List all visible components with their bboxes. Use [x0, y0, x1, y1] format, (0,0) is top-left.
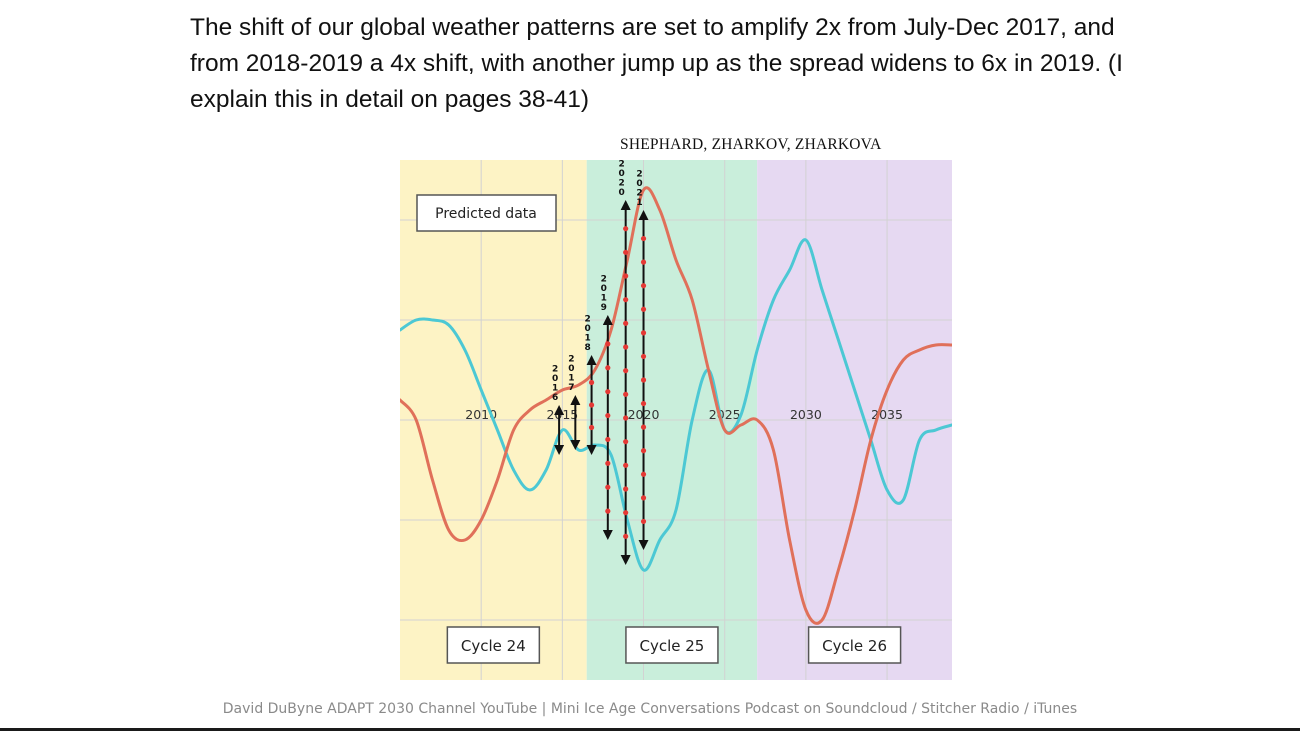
x-tick-label-2: 2015 — [546, 407, 578, 422]
cycle-label-box-1 — [446, 626, 541, 664]
spread-label-digit: 6 — [552, 393, 558, 403]
spread-dot — [640, 400, 647, 407]
spread-dot — [623, 439, 629, 445]
spread-label-digit: 2 — [636, 170, 642, 180]
solar-cycle-chart: 201020152020202520302035 201620172018201… — [400, 160, 952, 680]
spread-label-digit: 2 — [619, 160, 625, 170]
spread-dot — [623, 249, 629, 255]
x-tick-label-5: 2030 — [790, 407, 822, 422]
spread-dot — [623, 344, 629, 350]
spread-label-digit: 1 — [568, 374, 574, 384]
spread-dot — [623, 415, 629, 421]
spread-label-digit: 0 — [619, 169, 625, 179]
spread-dot — [605, 436, 611, 443]
spread-dot — [623, 297, 629, 303]
spread-dot — [605, 460, 611, 466]
spread-label-digit: 2 — [584, 315, 590, 325]
spread-label-digit: 1 — [601, 294, 607, 304]
cycle-label-3: Cycle 26 — [822, 637, 887, 655]
spread-dot — [640, 235, 647, 242]
spread-dot — [605, 508, 611, 514]
spread-dot — [623, 486, 629, 492]
spread-dot — [640, 259, 647, 265]
spread-label-digit: 1 — [552, 384, 558, 394]
spread-dot — [640, 377, 647, 383]
spread-dot — [640, 306, 647, 312]
series-line-1 — [400, 238, 952, 572]
spread-dot — [640, 518, 647, 525]
spread-dot — [640, 330, 647, 336]
spread-dot — [623, 391, 629, 397]
spread-dot — [640, 448, 647, 454]
spread-label-digit: 2 — [552, 365, 558, 375]
spread-dot — [623, 533, 629, 539]
spread-dot — [605, 365, 611, 371]
spread-dot — [640, 353, 647, 360]
spread-label-digit: 0 — [584, 324, 590, 334]
spread-dot — [623, 368, 629, 374]
cycle-label-box-3 — [807, 626, 902, 664]
spread-dot — [640, 283, 647, 289]
spread-label-digit: 8 — [584, 343, 590, 353]
spread-label-digit: 0 — [636, 179, 642, 189]
spread-dot — [623, 226, 629, 232]
spread-label-digit: 1 — [636, 198, 642, 208]
slide-headline: The shift of our global weather patterns… — [190, 14, 1123, 113]
spread-label-digit: 2 — [619, 179, 625, 189]
spread-label-digit: 2 — [601, 275, 607, 285]
spread-dot — [588, 379, 595, 386]
spread-label-digit: 0 — [601, 284, 607, 294]
spread-dot — [623, 510, 629, 516]
spread-dot — [605, 412, 611, 419]
spread-dot — [640, 424, 647, 430]
series-line-2 — [400, 186, 952, 625]
spread-dot — [605, 389, 611, 395]
cycle-label-box-2 — [625, 626, 719, 664]
spread-dot — [605, 484, 611, 490]
spread-dot — [623, 462, 629, 468]
cycle-label-1: Cycle 24 — [461, 637, 526, 655]
predicted-data-label: Predicted data — [435, 206, 537, 222]
spread-dot — [640, 495, 647, 501]
spread-label-digit: 9 — [601, 303, 607, 313]
slide-footer: David DuByne ADAPT 2030 Channel YouTube … — [222, 701, 1078, 717]
spread-dot — [623, 320, 629, 326]
spread-dot — [588, 402, 595, 408]
spread-label-digit: 1 — [584, 334, 590, 344]
spread-label-digit: 7 — [568, 383, 574, 393]
spread-label-digit: 0 — [568, 364, 574, 374]
spread-dot — [640, 471, 647, 477]
x-tick-label-4: 2025 — [709, 407, 741, 422]
chart-authors: SHEPHARD, ZHARKOV, ZHARKOVA — [620, 136, 882, 153]
spread-dot — [605, 341, 611, 347]
spread-label-digit: 0 — [619, 188, 625, 198]
spread-label-digit: 0 — [552, 374, 558, 384]
spread-label-digit: 2 — [568, 355, 574, 365]
cycle-label-2: Cycle 25 — [640, 637, 705, 655]
spread-dot — [623, 273, 629, 279]
predicted-data-box — [416, 194, 557, 232]
spread-label-digit: 2 — [636, 189, 642, 199]
spread-dot — [588, 424, 595, 431]
bottom-bar — [0, 728, 1300, 731]
